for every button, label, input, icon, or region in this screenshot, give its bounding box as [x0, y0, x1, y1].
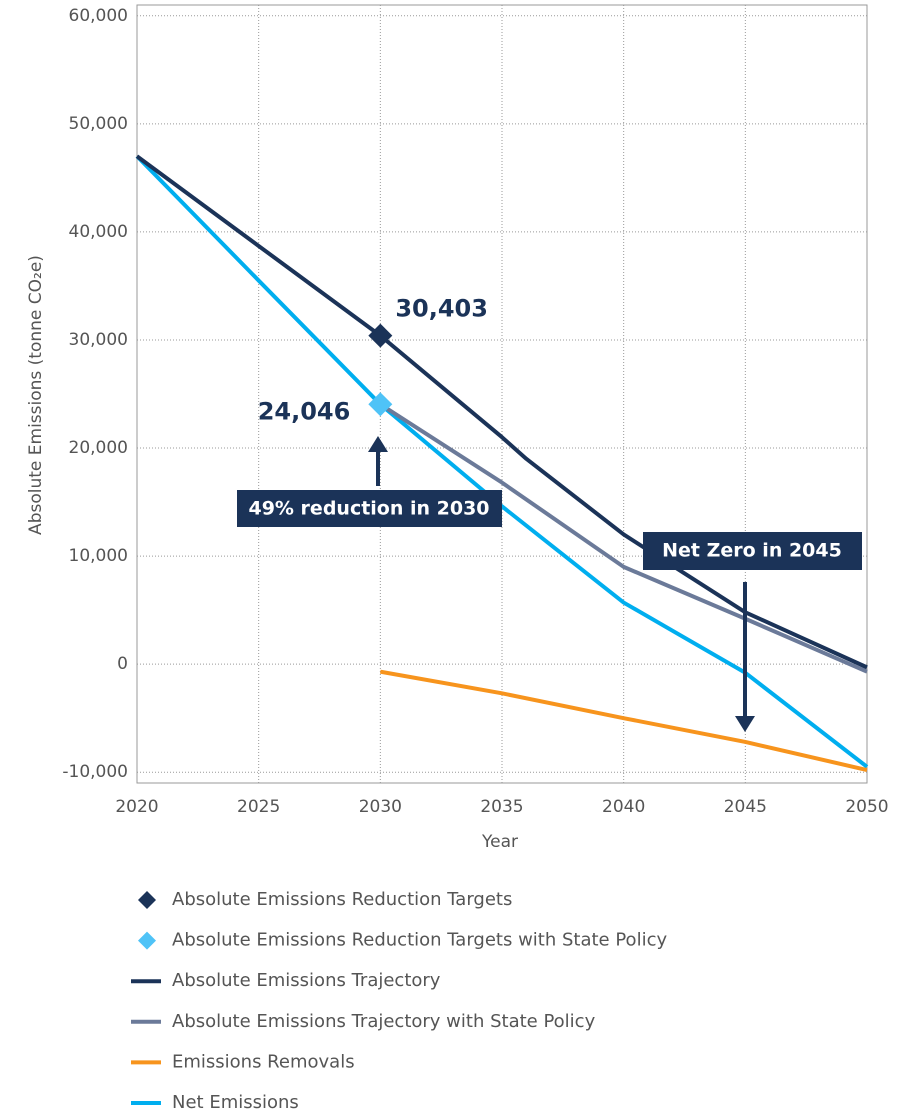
y-tick-label: 50,000	[69, 114, 128, 134]
y-tick-label: 40,000	[69, 222, 128, 242]
legend-label: Absolute Emissions Trajectory with State…	[172, 1011, 596, 1032]
legend-label: Net Emissions	[172, 1092, 299, 1113]
arrow-head	[368, 436, 388, 452]
legend-label: Absolute Emissions Trajectory	[172, 970, 441, 991]
y-tick-label: -10,000	[62, 762, 128, 782]
annotation-box	[643, 532, 862, 570]
x-tick-label: 2035	[480, 797, 523, 817]
legend-label: Emissions Removals	[172, 1051, 355, 1072]
x-tick-label: 2030	[359, 797, 402, 817]
annotation: 49% reduction in 2030	[248, 498, 489, 520]
x-tick-label: 2020	[115, 797, 158, 817]
y-axis-label: Absolute Emissions (tonne CO₂e)	[26, 255, 46, 535]
y-tick-label: 0	[117, 654, 128, 674]
legend-label: Absolute Emissions Reduction Targets wit…	[172, 930, 667, 951]
target-marker	[368, 323, 393, 348]
series-line	[135, 154, 868, 670]
legend-label: Absolute Emissions Reduction Targets	[172, 889, 512, 910]
y-tick-label: 30,000	[69, 330, 128, 350]
x-axis-label: Year	[481, 832, 518, 852]
x-tick-label: 2045	[724, 797, 767, 817]
plot-frame	[136, 4, 868, 784]
arrow-head	[735, 716, 755, 732]
value-label: 30,403	[395, 295, 488, 323]
y-tick-label: 20,000	[69, 438, 128, 458]
target-marker	[368, 392, 393, 417]
x-tick-label: 2025	[237, 797, 280, 817]
annotation: Net Zero in 2045	[662, 540, 842, 562]
value-label: 24,046	[258, 397, 351, 425]
annotation-box	[237, 490, 502, 527]
series-line	[379, 402, 868, 674]
legend-marker	[138, 931, 156, 950]
x-tick-label: 2040	[602, 797, 645, 817]
y-tick-label: 10,000	[69, 546, 128, 566]
series-line	[379, 669, 868, 772]
legend-marker	[138, 891, 156, 909]
x-tick-label: 2050	[845, 797, 888, 817]
y-tick-label: 60,000	[69, 6, 128, 26]
